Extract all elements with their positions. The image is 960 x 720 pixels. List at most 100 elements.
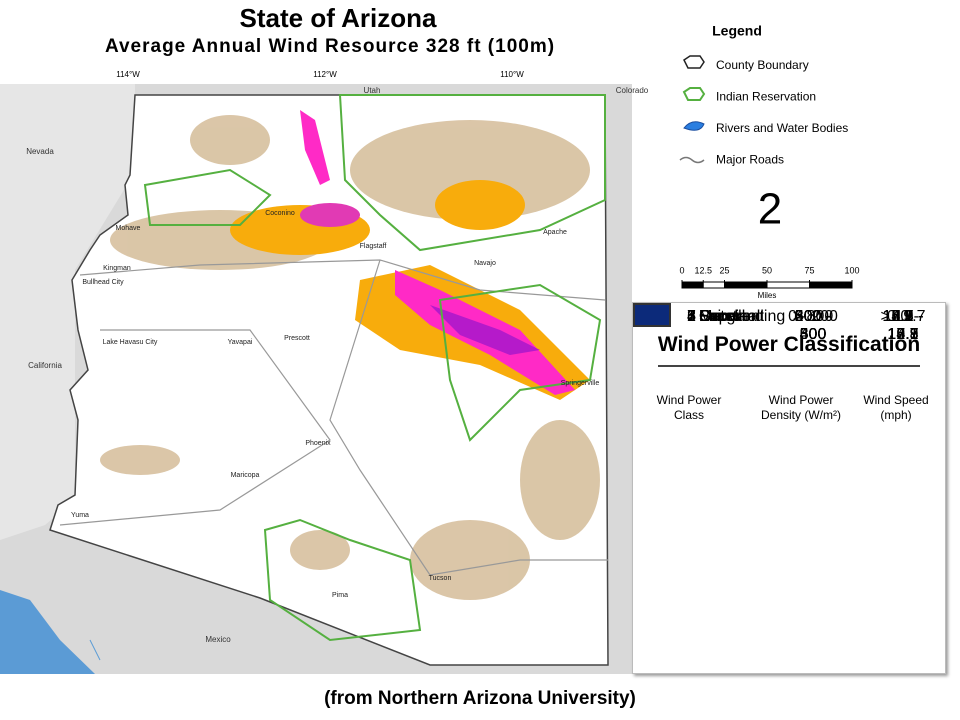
class-speed: 12.3 - 14.1	[882, 308, 924, 343]
place-label: Kingman	[103, 265, 131, 272]
road	[329, 259, 431, 576]
classification-panel: Wind Power Classification Wind Power Cla…	[632, 302, 946, 674]
place-label: Prescott	[284, 335, 310, 342]
neighbor-label: Colorado	[616, 86, 649, 95]
scale-unit: Miles	[758, 291, 777, 300]
map-subtitle: Average Annual Wind Resource 328 ft (100…	[105, 36, 555, 57]
source-note: (from Northern Arizona University)	[324, 688, 636, 709]
scale-label: 0	[679, 265, 684, 275]
scale-bar: 0 12.5 25 50 75 100 Miles	[679, 265, 859, 300]
place-label: Pima	[332, 592, 348, 599]
place-label: Lake Havasu City	[103, 339, 158, 346]
marginal-zone	[410, 520, 530, 600]
scale-label: 25	[719, 265, 729, 275]
fair-zone	[435, 180, 525, 230]
class-speed: 16.8 - 17.9	[882, 308, 924, 343]
class-name: Excellent	[699, 308, 764, 325]
legend-water-icon	[683, 121, 705, 131]
class-name: Fair	[699, 308, 727, 325]
class-number: 4	[687, 308, 696, 325]
marginal-zone	[350, 120, 590, 220]
legend-items: County Boundary Indian Reservation Rivers …	[716, 58, 848, 167]
good-zone	[300, 203, 360, 227]
class-speed: 15.7 - 16.8	[882, 308, 924, 343]
place-label: Springerville	[561, 380, 600, 387]
gulf	[0, 590, 95, 674]
class-name: Poor	[699, 308, 733, 325]
map-title: State of Arizona	[240, 3, 437, 33]
legend-label: Rivers and Water Bodies	[716, 121, 848, 135]
place-label: Maricopa	[231, 472, 260, 479]
class-density: 600 - 800	[794, 308, 832, 343]
scale-label: 12.5	[694, 265, 712, 275]
class-speed: 14.1 - 15.7	[882, 308, 924, 343]
river	[89, 639, 101, 661]
longitude-labels: 114°W 112°W 110°W	[116, 70, 524, 79]
class-density: 300 - 400	[794, 308, 832, 343]
place-label: Phoenix	[305, 440, 331, 447]
longitude-label: 114°W	[116, 70, 140, 79]
column-header: Wind Power Class	[656, 393, 722, 422]
class-density: > 800	[792, 308, 834, 325]
excellent-zone	[430, 305, 540, 355]
scale-segment	[682, 282, 704, 288]
place-label: Navajo	[474, 260, 496, 267]
scale-label: 100	[844, 265, 859, 275]
column-header: Wind Power Density (W/m²)	[761, 393, 841, 422]
reservation	[438, 283, 602, 442]
neighbor-label: Nevada	[26, 147, 54, 156]
marginal-zone	[290, 530, 350, 570]
place-label: Coconino	[265, 210, 295, 217]
place-label: Tucson	[429, 575, 452, 582]
class-density: 500 - 600	[794, 308, 832, 343]
scale-segment	[809, 282, 852, 288]
scale-segment	[724, 282, 767, 288]
class-name: Marginal	[699, 308, 761, 325]
nevada-california	[0, 84, 135, 540]
place-label: Bullhead City	[82, 279, 124, 286]
legend-road-icon	[679, 156, 705, 164]
longitude-label: 110°W	[500, 70, 524, 79]
legend-label: Major Roads	[716, 153, 784, 167]
good-zone	[300, 110, 330, 185]
place-label: Yavapai	[228, 339, 253, 346]
neighbor-label: California	[28, 361, 62, 370]
rule	[658, 365, 920, 367]
road	[429, 559, 608, 576]
map-number: 2	[758, 185, 782, 234]
reservation	[338, 94, 606, 252]
place-label: Yuma	[71, 512, 89, 519]
scale-label: 50	[762, 265, 772, 275]
class-name: Superb	[699, 308, 751, 325]
marginal-zone	[190, 115, 270, 165]
place-label: Flagstaff	[360, 243, 387, 250]
legend-title: Legend	[712, 23, 762, 39]
reservation	[143, 168, 272, 226]
class-name: Outstanding	[699, 308, 786, 325]
class-speed: > 19.7	[880, 308, 926, 325]
place-label: Mohave	[116, 225, 141, 232]
class-number: 3	[687, 308, 696, 325]
class-name: Good	[699, 308, 739, 325]
place-labels: Utah Colorado Nevada California Mexico Lake H…	[26, 86, 649, 644]
column-header: Wind Speed (mph)	[863, 393, 929, 422]
neighbor-label: Mexico	[205, 635, 231, 644]
class-swatch	[633, 303, 671, 327]
marginal-zone	[520, 420, 600, 540]
class-number: 5	[687, 308, 696, 325]
class-number: 6	[687, 308, 696, 325]
legend-reservation-icon	[682, 87, 706, 101]
class-density: 400 - 500	[794, 308, 832, 343]
marginal-zone	[100, 445, 180, 475]
place-label: Apache	[543, 229, 567, 236]
class-density: 200 - 300	[794, 308, 832, 343]
roads	[59, 259, 608, 576]
legend-label: Indian Reservation	[716, 90, 816, 104]
class-speed: 0.0 - 12.3	[886, 308, 919, 343]
legend-label: County Boundary	[716, 58, 809, 72]
longitude-label: 112°W	[313, 70, 337, 79]
class-number: 1	[687, 308, 696, 325]
classification-title: Wind Power Classification	[657, 333, 921, 356]
